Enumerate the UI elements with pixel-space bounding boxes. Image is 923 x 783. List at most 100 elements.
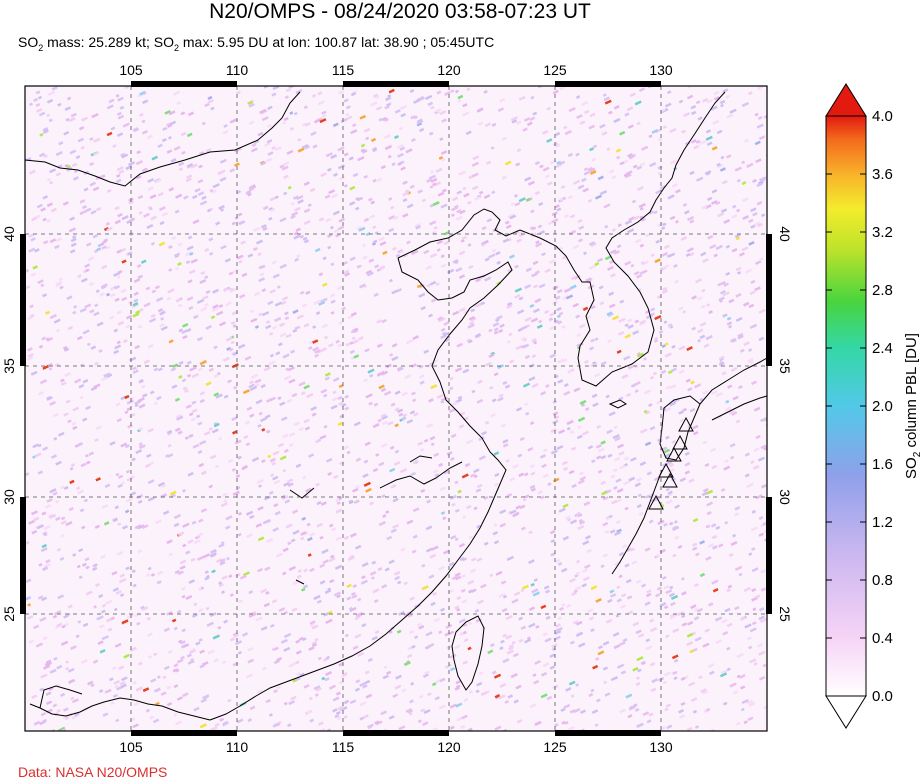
so2-pixel [200,507,208,513]
so2-pixel [263,602,270,608]
so2-pixel [528,376,536,382]
so2-pixel [237,512,242,516]
so2-pixel [687,216,695,222]
so2-pixel [650,687,657,693]
so2-pixel [79,508,85,513]
so2-pixel [365,269,373,275]
so2-pixel [628,705,636,711]
so2-pixel [64,106,72,111]
so2-pixel [288,432,296,437]
so2-pixel [518,197,526,203]
so2-pixel [146,573,151,578]
so2-pixel [272,475,279,481]
so2-pixel [646,471,652,476]
so2-pixel [624,506,629,511]
so2-pixel [474,195,482,201]
so2-pixel [616,244,622,249]
so2-pixel [766,688,767,694]
so2-pixel [27,356,34,361]
so2-pixel [613,644,621,650]
so2-pixel [621,373,629,380]
so2-pixel [474,302,482,308]
so2-pixel [314,637,319,642]
so2-pixel [378,384,385,390]
so2-pixel [727,384,733,389]
so2-pixel [254,325,260,329]
so2-pixel [211,306,220,312]
so2-pixel [699,139,707,146]
so2-pixel [186,373,192,378]
so2-pixel [233,633,239,638]
so2-pixel [27,347,33,352]
so2-pixel [166,701,173,707]
so2-pixel [587,198,593,203]
so2-pixel [180,131,187,137]
so2-pixel [417,622,422,627]
so2-pixel [678,345,686,351]
so2-pixel [516,148,522,153]
so2-pixel [40,596,48,602]
so2-pixel [716,415,723,420]
so2-pixel [671,654,679,660]
so2-pixel [337,421,343,426]
so2-pixel [161,483,167,488]
so2-pixel [587,166,593,172]
so2-pixel [257,536,265,542]
so2-pixel [502,238,510,243]
so2-pixel [748,91,753,96]
so2-pixel [147,343,154,349]
so2-pixel [287,478,294,484]
so2-pixel [118,665,125,670]
so2-pixel [354,616,360,621]
so2-pixel [119,573,125,578]
so2-pixel [178,360,184,365]
so2-pixel [36,524,44,530]
so2-pixel [25,596,32,601]
so2-pixel [403,661,411,667]
so2-pixel [35,107,43,113]
so2-pixel [290,695,297,701]
so2-pixel [579,399,587,405]
so2-pixel [62,201,69,206]
so2-pixel [333,377,340,382]
so2-pixel [438,317,446,323]
so2-pixel [58,141,64,146]
so2-pixel [441,188,447,193]
so2-pixel [258,411,263,416]
so2-pixel [109,441,116,446]
so2-pixel [455,215,463,221]
so2-pixel [575,152,580,157]
so2-pixel [323,424,328,429]
so2-pixel [42,566,49,572]
so2-pixel [458,424,465,429]
so2-pixel [443,321,450,326]
so2-pixel [612,631,620,637]
so2-pixel [381,318,387,324]
so2-pixel [744,473,750,478]
so2-pixel [520,344,527,349]
so2-pixel [113,328,119,333]
so2-pixel [28,247,36,253]
so2-pixel [171,384,178,389]
so2-pixel [237,532,242,537]
so2-pixel [108,98,115,104]
so2-pixel [394,109,401,114]
so2-pixel [142,393,148,398]
so2-pixel [253,226,261,232]
so2-pixel [210,189,217,194]
so2-pixel [557,358,564,364]
lon-ticks-bottom: 105 110 115 120 125 130 [119,739,673,755]
so2-pixel [43,240,49,245]
so2-pixel [744,138,749,143]
so2-pixel [57,102,62,107]
so2-pixel [361,623,367,628]
so2-pixel [299,290,305,295]
so2-pixel [473,506,478,511]
so2-pixel [70,242,77,248]
so2-pixel [253,612,257,616]
so2-pixel [524,284,532,290]
so2-pixel [734,233,741,239]
so2-pixel [751,380,758,386]
so2-pixel [520,588,525,593]
so2-pixel [74,378,82,384]
